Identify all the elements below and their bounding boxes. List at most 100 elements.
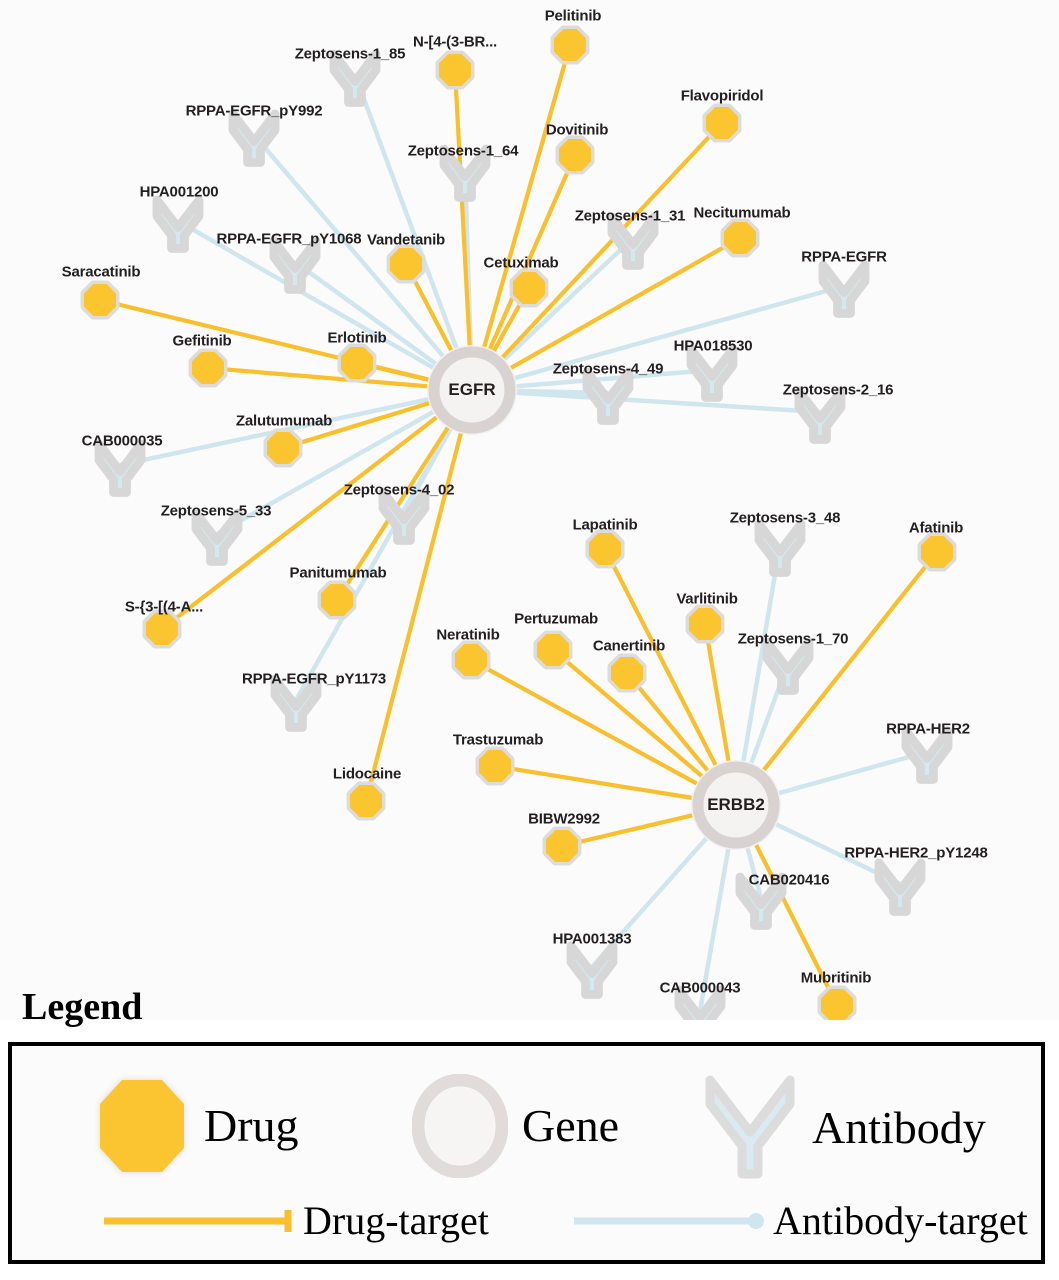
drug-target-edge[interactable] (452, 69, 475, 391)
antibody-node[interactable] (191, 508, 243, 566)
gene-node-ring[interactable] (692, 761, 780, 849)
gene-node-ring[interactable] (428, 346, 516, 434)
antibody-target-edge[interactable] (215, 388, 474, 536)
drug-node-label: Varlitinib (676, 590, 738, 608)
drug-target-edge[interactable] (470, 121, 724, 392)
antibody-node[interactable] (901, 726, 953, 784)
drug-node[interactable] (321, 584, 353, 616)
antibody-node[interactable] (582, 367, 634, 425)
drug-node-label: S-{3-[(4-A... (124, 598, 204, 616)
drug-node[interactable] (146, 613, 178, 645)
antibody-target-edge[interactable] (352, 74, 475, 391)
drug-nodes[interactable] (80, 25, 957, 1020)
drug-target-edge[interactable] (734, 550, 939, 807)
gene-node[interactable] (704, 773, 768, 837)
drug-node[interactable] (84, 284, 116, 316)
legend-title: Legend (22, 986, 143, 1028)
antibody-node[interactable] (269, 236, 321, 294)
legend-item-drug-target: Drug-target (102, 1201, 489, 1241)
drug-node[interactable] (821, 989, 853, 1020)
drug-node[interactable] (513, 272, 545, 304)
antibody-node-label: CAB020416 (748, 871, 830, 889)
drug-node[interactable] (455, 644, 487, 676)
antibody-target-edge[interactable] (471, 283, 845, 393)
antibody-node[interactable] (439, 144, 491, 202)
gene-nodes[interactable] (427, 345, 781, 850)
antibody-nodes[interactable] (94, 49, 953, 1020)
antibody-node[interactable] (735, 872, 787, 930)
legend-label-antibody: Antibody (812, 1102, 986, 1153)
antibody-node[interactable] (754, 519, 806, 577)
gene-node[interactable] (440, 358, 504, 422)
antibody-node-label: HPA018530 (673, 337, 753, 355)
antibody-node-label: HPA001383 (552, 930, 632, 948)
drug-node[interactable] (554, 29, 586, 61)
antibody-target-edge[interactable] (471, 387, 821, 415)
drug-node[interactable] (479, 750, 511, 782)
drug-node[interactable] (267, 432, 299, 464)
drug-node[interactable] (559, 139, 591, 171)
antibody-node-label: HPA001200 (139, 183, 219, 201)
drug-node[interactable] (589, 533, 621, 565)
antibody-node[interactable] (794, 386, 846, 444)
legend-item-gene: Gene (412, 1074, 619, 1178)
drug-node[interactable] (439, 54, 471, 86)
drug-node[interactable] (921, 536, 953, 568)
drug-node-label: Pertuzumab (514, 610, 598, 628)
drug-node-label: Trastuzumab (452, 731, 544, 749)
drug-node-label: Vandetanib (366, 231, 446, 249)
antibody-node-label: RPPA-EGFR (801, 248, 887, 266)
drug-node-label: Saracatinib (61, 263, 141, 281)
drug-node[interactable] (341, 347, 373, 379)
drug-node-label: Erlotinib (327, 329, 387, 347)
antibody-target-edge[interactable] (176, 219, 474, 392)
drug-node[interactable] (350, 785, 382, 817)
antibody-node[interactable] (228, 109, 280, 167)
antibody-node[interactable] (270, 674, 322, 732)
drug-node[interactable] (390, 248, 422, 280)
gene-node-label: ERBB2 (707, 795, 765, 814)
drug-node-label: Mubritinib (800, 969, 872, 987)
drug-target-edge[interactable] (469, 44, 573, 391)
antibody-node[interactable] (674, 985, 726, 1020)
legend-label-drug-target: Drug-target (303, 1198, 489, 1243)
antibody-target-edge[interactable] (119, 387, 473, 468)
antibody-node[interactable] (607, 212, 659, 270)
drug-octagon-icon (100, 1080, 184, 1172)
antibody-node[interactable] (378, 487, 430, 545)
drug-node[interactable] (611, 657, 643, 689)
drug-node-label: Lapatinib (572, 516, 638, 534)
antibody-node[interactable] (329, 49, 381, 107)
drug-target-edge[interactable] (160, 388, 474, 631)
antibody-node-label: Zeptosens-5_33 (160, 502, 272, 520)
antibody-node-label: Zeptosens-2_16 (782, 381, 894, 399)
drug-node[interactable] (546, 830, 578, 862)
antibody-node[interactable] (818, 260, 870, 318)
antibody-node[interactable] (152, 195, 204, 253)
antibody-node[interactable] (566, 941, 618, 999)
antibody-target-edge[interactable] (252, 133, 474, 392)
legend-item-antibody: Antibody (702, 1074, 986, 1182)
drug-node[interactable] (537, 634, 569, 666)
network-graph-canvas[interactable]: Zeptosens-1_85 Zeptosens-1_64 RPPA-EGFR_pY… (0, 0, 1059, 1020)
antibody-node-label: RPPA-EGFR_pY1173 (241, 670, 387, 688)
drug-node-label: Afatinib (908, 519, 964, 537)
antibody-node[interactable] (874, 858, 926, 916)
legend-item-antibody-target: Antibody-target (572, 1201, 1028, 1241)
drug-target-edge[interactable] (603, 548, 738, 806)
drug-node-label: Panitumumab (289, 564, 387, 582)
drug-node[interactable] (192, 352, 224, 384)
antibody-node[interactable] (94, 439, 146, 497)
antibody-node[interactable] (762, 637, 814, 695)
antibody-node-label: CAB000035 (81, 432, 163, 450)
drug-node[interactable] (689, 608, 721, 640)
drug-target-edge[interactable] (363, 389, 475, 802)
drug-target-edge[interactable] (470, 236, 742, 392)
antibody-node[interactable] (686, 344, 738, 402)
drug-node-label: Flavopiridol (680, 87, 764, 105)
drug-target-edge[interactable] (469, 658, 738, 807)
antibody-target-edge[interactable] (294, 388, 474, 702)
drug-node[interactable] (706, 107, 738, 139)
drug-node[interactable] (724, 222, 756, 254)
drug-node-label: N-[4-(3-BR... (412, 33, 498, 51)
